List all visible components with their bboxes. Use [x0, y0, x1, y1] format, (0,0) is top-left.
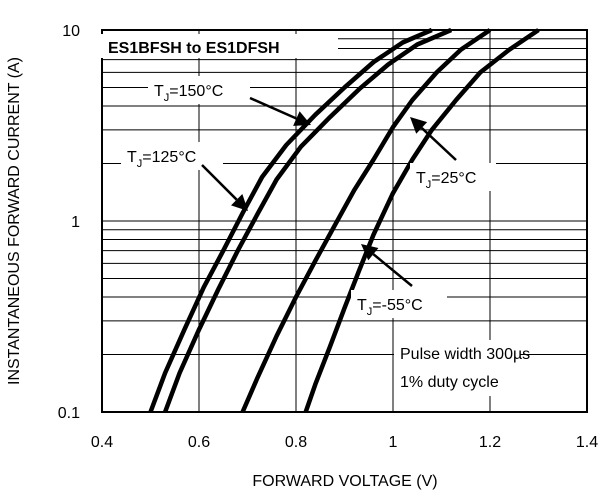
x-tick-label: 1.4	[576, 434, 598, 451]
y-tick-label: 0.1	[58, 405, 80, 422]
leader-arrowhead	[410, 117, 428, 134]
grid	[102, 30, 587, 412]
y-axis-title: INSTANTANEOUS FORWARD CURRENT (A)	[6, 57, 23, 385]
x-axis-title: FORWARD VOLTAGE (V)	[252, 473, 437, 490]
y-tick-label: 1	[71, 214, 80, 231]
leader-line	[420, 127, 457, 161]
leader-arrowhead	[231, 194, 248, 211]
series-label: TJ=125°C	[127, 149, 196, 170]
x-tick-label: 0.4	[91, 434, 113, 451]
leader-line	[372, 253, 413, 287]
annotation-box	[394, 340, 520, 396]
series-line-2	[240, 28, 492, 413]
x-tick-labels: 0.4 0.6 0.8 1 1.2 1.4	[91, 434, 598, 451]
series-label: TJ=150°C	[154, 83, 223, 104]
series-label-box	[351, 290, 447, 318]
series-label: TJ=-55°C	[357, 297, 423, 318]
chart-title: ES1BFSH to ES1DFSH	[108, 40, 280, 57]
series-label: TJ=25°C	[416, 170, 476, 191]
plot-frame	[101, 29, 588, 413]
annotation-line-2: 1% duty cycle	[400, 374, 499, 391]
y-tick-labels: 0.1 1 10	[58, 23, 80, 422]
x-tick-label: 0.8	[285, 434, 307, 451]
series-label-box	[410, 163, 496, 191]
series-line-1	[162, 27, 453, 413]
annotation-line-1: Pulse width 300µs	[400, 346, 530, 363]
leader-line	[201, 164, 238, 201]
series-label-box	[148, 76, 250, 104]
series-line-3	[303, 28, 540, 413]
x-tick-label: 1.2	[479, 434, 501, 451]
series-labels: TJ=150°C TJ=125°C TJ=25°C TJ=-55°C	[121, 76, 496, 318]
y-tick-label: 10	[62, 23, 80, 40]
series-line-0	[148, 27, 433, 413]
x-tick-label: 0.6	[188, 434, 210, 451]
leader-arrowhead	[293, 111, 311, 126]
leader-arrowhead	[361, 244, 379, 261]
title-box	[101, 34, 338, 58]
leader-line	[249, 96, 297, 120]
series-label-box	[121, 142, 223, 170]
x-tick-label: 1	[389, 434, 398, 451]
series-curves	[148, 27, 540, 413]
